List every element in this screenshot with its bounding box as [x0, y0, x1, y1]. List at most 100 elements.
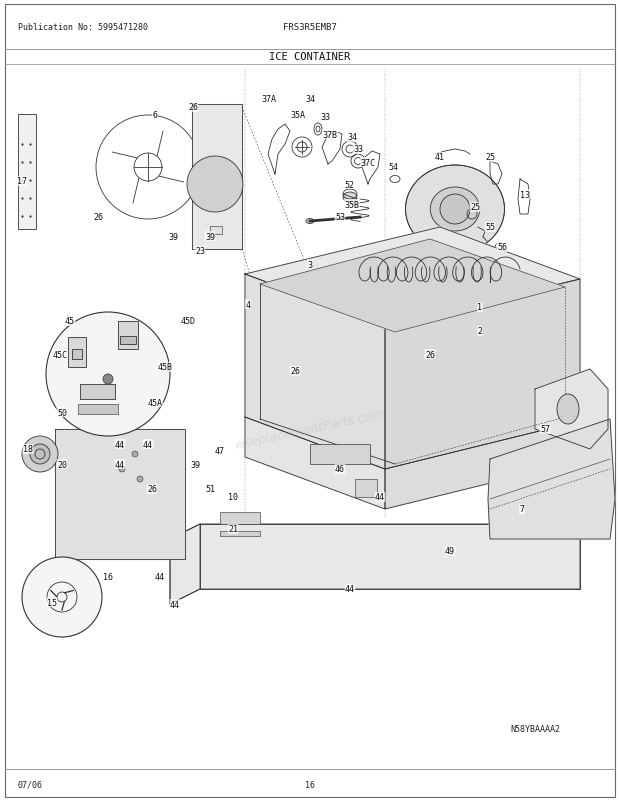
Text: N58YBAAAA2: N58YBAAAA2 — [510, 724, 560, 734]
Text: 44: 44 — [115, 440, 125, 449]
Bar — [355, 480, 377, 497]
Text: 26: 26 — [188, 103, 198, 112]
Ellipse shape — [405, 166, 505, 253]
Text: 44: 44 — [345, 585, 355, 593]
Polygon shape — [245, 274, 385, 469]
Text: 51: 51 — [205, 485, 215, 494]
Text: 45: 45 — [65, 317, 75, 326]
Circle shape — [22, 436, 58, 472]
Ellipse shape — [343, 192, 357, 203]
Bar — [72, 350, 82, 359]
Polygon shape — [385, 280, 580, 469]
Circle shape — [103, 375, 113, 384]
Text: 2: 2 — [477, 327, 482, 336]
Polygon shape — [192, 105, 242, 249]
Text: 26: 26 — [425, 350, 435, 359]
Text: 45D: 45D — [180, 317, 195, 326]
Text: 1: 1 — [477, 303, 482, 312]
Circle shape — [137, 476, 143, 482]
Text: 17: 17 — [17, 177, 27, 186]
Text: 39: 39 — [205, 233, 215, 241]
Circle shape — [132, 452, 138, 457]
Text: 37B: 37B — [322, 131, 337, 140]
Text: 25: 25 — [485, 153, 495, 162]
Text: 44: 44 — [115, 460, 125, 469]
Ellipse shape — [306, 219, 314, 225]
Circle shape — [30, 444, 50, 464]
Text: 41: 41 — [435, 153, 445, 162]
Text: 57: 57 — [540, 425, 550, 434]
Polygon shape — [55, 429, 185, 559]
Text: FRS3R5EMB7: FRS3R5EMB7 — [283, 23, 337, 32]
Text: 54: 54 — [388, 164, 398, 172]
Text: 45C: 45C — [53, 350, 68, 359]
Text: 25: 25 — [470, 203, 480, 213]
Bar — [80, 384, 115, 399]
Ellipse shape — [430, 188, 480, 232]
Text: 44: 44 — [375, 493, 385, 502]
Text: 49: 49 — [445, 547, 455, 556]
Text: 46: 46 — [335, 465, 345, 474]
Text: ICE CONTAINER: ICE CONTAINER — [269, 52, 351, 62]
Circle shape — [117, 441, 123, 448]
Bar — [210, 227, 222, 235]
Bar — [120, 337, 136, 345]
Text: 45B: 45B — [157, 363, 172, 372]
Bar — [68, 338, 86, 367]
Text: 21: 21 — [228, 525, 238, 534]
Text: Publication No: 5995471280: Publication No: 5995471280 — [18, 23, 148, 32]
Text: 56: 56 — [497, 243, 507, 252]
Text: 33: 33 — [353, 145, 363, 154]
Text: 18: 18 — [23, 445, 33, 454]
Polygon shape — [170, 525, 580, 604]
Text: 16: 16 — [103, 573, 113, 581]
Circle shape — [46, 313, 170, 436]
Text: 39: 39 — [190, 460, 200, 469]
Circle shape — [187, 157, 243, 213]
Ellipse shape — [557, 395, 579, 424]
Bar — [78, 404, 118, 415]
Text: 50: 50 — [57, 408, 67, 417]
Text: 20: 20 — [57, 460, 67, 469]
Text: 07/06: 07/06 — [18, 780, 43, 788]
Text: 37C: 37C — [360, 158, 376, 168]
Text: 3: 3 — [308, 260, 312, 269]
Text: 13: 13 — [520, 190, 530, 199]
Bar — [220, 512, 260, 525]
Text: 26: 26 — [93, 213, 103, 222]
Polygon shape — [385, 422, 580, 509]
Text: 44: 44 — [170, 600, 180, 609]
Text: 33: 33 — [320, 113, 330, 123]
Circle shape — [119, 467, 125, 472]
Polygon shape — [535, 370, 608, 449]
Text: 26: 26 — [147, 485, 157, 494]
Polygon shape — [245, 228, 580, 326]
Text: 7: 7 — [520, 505, 525, 514]
Text: 47: 47 — [215, 447, 225, 456]
Text: 15: 15 — [47, 597, 57, 607]
Text: 4: 4 — [246, 300, 250, 309]
Polygon shape — [260, 240, 565, 333]
Circle shape — [22, 557, 102, 638]
Bar — [220, 532, 260, 537]
Bar — [310, 444, 370, 464]
Circle shape — [440, 195, 470, 225]
Text: eReplacementParts.com: eReplacementParts.com — [234, 407, 386, 452]
Text: 37A: 37A — [262, 95, 277, 104]
Text: 44: 44 — [155, 572, 165, 581]
Text: 45A: 45A — [148, 398, 162, 407]
Text: 35A: 35A — [291, 111, 306, 119]
Text: 39: 39 — [168, 233, 178, 241]
Text: 35B: 35B — [345, 200, 360, 209]
Text: 16: 16 — [305, 780, 315, 788]
Text: 26: 26 — [290, 367, 300, 376]
Bar — [18, 115, 36, 229]
Text: 34: 34 — [305, 95, 315, 104]
Text: 53: 53 — [335, 213, 345, 222]
Polygon shape — [245, 418, 385, 509]
Text: 23: 23 — [195, 247, 205, 256]
Text: 44: 44 — [143, 440, 153, 449]
Bar — [118, 322, 138, 350]
Text: 6: 6 — [153, 111, 157, 119]
Text: 55: 55 — [485, 223, 495, 233]
